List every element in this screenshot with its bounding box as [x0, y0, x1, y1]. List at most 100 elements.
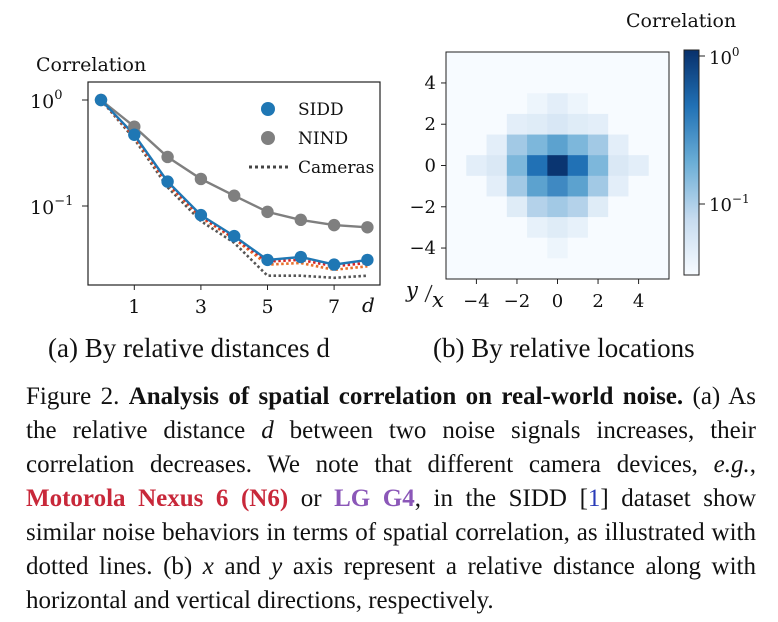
heatmap-cell [587, 237, 609, 259]
x-tick-label: 5 [261, 296, 273, 318]
heatmap-cell [587, 52, 609, 74]
x-tick-label: 2 [592, 291, 603, 312]
heatmap-cell [648, 113, 670, 135]
heatmap-cell [506, 155, 528, 177]
heatmap-cell [567, 175, 589, 197]
heatmap-cell [628, 175, 650, 197]
heatmap-cell [608, 155, 629, 177]
heatmap-cell [628, 52, 650, 74]
heatmap-cell [466, 93, 487, 115]
heatmap-cell [486, 196, 508, 218]
legend-marker-sidd [261, 102, 275, 116]
correlation-line-chart: Correlation 100 10−1 SIDD NIND Cameras 1… [30, 54, 381, 318]
data-point-sidd [294, 250, 307, 264]
heatmap-cell [567, 237, 589, 259]
heatmap-cell [587, 72, 609, 94]
heatmap-cell [506, 93, 528, 115]
heatmap-cell [648, 93, 670, 115]
heatmap-cell [608, 113, 629, 135]
legend-label-cameras: Cameras [298, 158, 374, 178]
heatmap-cell [446, 217, 467, 239]
heatmap-cell [628, 258, 650, 280]
heatmap-cell [506, 217, 528, 239]
data-point-sidd [194, 208, 208, 222]
data-point-nind [161, 150, 174, 164]
data-point-nind [294, 213, 307, 227]
heatmap-cell [547, 134, 569, 156]
citation-link[interactable]: 1 [587, 485, 601, 512]
data-point-sidd [228, 229, 241, 243]
axis-label-y: y [405, 278, 419, 302]
heatmap-cell [527, 134, 548, 156]
heatmap-cell [628, 217, 650, 239]
heatmap-cell [547, 217, 569, 239]
axis-label-x: x [432, 288, 444, 312]
heatmap-cell [486, 217, 508, 239]
heatmap-cell [628, 237, 650, 259]
heatmap-cell [506, 113, 528, 135]
heatmap-cell [506, 72, 528, 94]
heatmap-cell [486, 93, 508, 115]
colorbar-title: Correlation [626, 10, 736, 32]
heatmap-cell [648, 155, 670, 177]
heatmap-cell [506, 134, 528, 156]
heatmap-cell [608, 72, 629, 94]
caption-title: Analysis of spatial correlation on real-… [128, 383, 684, 410]
heatmap-cell [567, 196, 589, 218]
y-tick-label: 10−1 [30, 194, 73, 219]
y-tick-label: −2 [409, 197, 436, 218]
heatmap-cell [547, 113, 569, 135]
device-n6: Motorola Nexus 6 (N6) [26, 485, 289, 512]
y-tick-label: 0 [425, 156, 436, 177]
heatmap-cell [608, 258, 629, 280]
heatmap-cell [486, 52, 508, 74]
heatmap-cell [446, 175, 467, 197]
chart-a-plot-area [87, 81, 381, 286]
heatmap-cell [608, 196, 629, 218]
x-tick-label: 4 [633, 291, 644, 312]
heatmap-cell [466, 52, 487, 74]
heatmap-cell [506, 258, 528, 280]
heatmap-cell [486, 258, 508, 280]
heatmap-cell [547, 237, 569, 259]
heatmap-cell [446, 196, 467, 218]
heatmap-cell [587, 258, 609, 280]
figure-caption: Figure 2. Analysis of spatial correlatio… [26, 383, 757, 614]
data-point-sidd [327, 258, 341, 271]
heatmap-cell [567, 113, 589, 135]
y-tick-label: 2 [425, 114, 436, 135]
heatmap-cell [466, 155, 487, 177]
y-tick-label: −4 [409, 238, 436, 259]
heatmap-cell [547, 258, 569, 280]
data-point-nind [327, 218, 341, 232]
data-point-nind [228, 189, 241, 202]
heatmap-cell [587, 217, 609, 239]
colorbar-tick-label: 10−1 [709, 192, 750, 216]
heatmap-cell [608, 93, 629, 115]
heatmap-cell [648, 72, 670, 94]
colorbar-tick-label: 100 [709, 45, 740, 69]
heatmap-cell [486, 155, 508, 177]
legend-label-sidd: SIDD [298, 100, 344, 120]
heatmap-cell [628, 196, 650, 218]
heatmap-cell [628, 113, 650, 135]
heatmap-cell [587, 196, 609, 218]
chart-a-legend: SIDD NIND Cameras [249, 100, 374, 178]
heatmap-cell [446, 113, 467, 135]
heatmap-cell [527, 258, 548, 280]
data-point-nind [194, 172, 208, 186]
heatmap-cell [648, 237, 670, 259]
caption-label: Figure 2. [26, 383, 120, 410]
data-point-nind [361, 221, 374, 234]
heatmap-cell [608, 217, 629, 239]
subcaption-a: (a) By relative distances d [48, 333, 330, 363]
heatmap-cell [608, 237, 629, 259]
heatmap-cell [446, 52, 467, 74]
heatmap-cell [608, 175, 629, 197]
heatmap-cell [506, 175, 528, 197]
heatmap-cell [628, 155, 650, 177]
heatmap-cell [486, 175, 508, 197]
heatmap-cell [628, 134, 650, 156]
heatmap-cell [567, 258, 589, 280]
heatmap-cell [547, 52, 569, 74]
